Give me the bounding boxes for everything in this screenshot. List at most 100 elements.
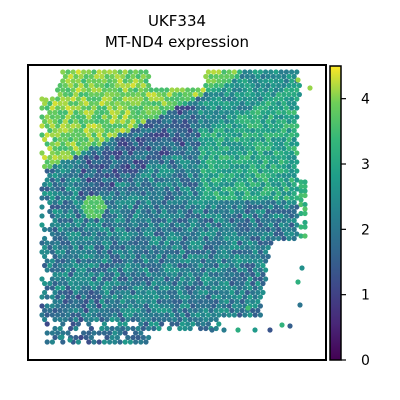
spot xyxy=(91,276,97,282)
spot xyxy=(174,168,180,174)
spot xyxy=(221,132,227,138)
spot xyxy=(237,177,243,183)
spot xyxy=(205,213,211,219)
spot xyxy=(177,289,183,296)
spot xyxy=(114,226,120,233)
spot xyxy=(49,105,56,111)
spot xyxy=(107,123,113,129)
spot xyxy=(208,199,214,206)
spot xyxy=(44,330,50,336)
spot xyxy=(211,150,217,156)
spot xyxy=(62,91,68,98)
spot xyxy=(146,100,152,107)
spot xyxy=(174,303,180,309)
spot xyxy=(57,298,63,305)
spot xyxy=(218,199,224,206)
spot xyxy=(44,240,50,246)
spot xyxy=(112,78,118,84)
spot xyxy=(135,253,141,260)
spot xyxy=(112,204,118,210)
spot xyxy=(83,289,89,296)
spot xyxy=(112,177,118,183)
spot xyxy=(252,240,258,246)
spot xyxy=(289,132,295,138)
spot xyxy=(185,168,191,174)
spot xyxy=(75,321,81,327)
spot xyxy=(268,168,274,174)
spot xyxy=(164,249,170,255)
spot xyxy=(244,172,250,179)
spot xyxy=(120,271,126,278)
spot xyxy=(135,262,141,269)
spot xyxy=(88,244,94,251)
spot xyxy=(172,253,178,260)
spot xyxy=(239,307,245,314)
spot xyxy=(268,231,274,237)
spot xyxy=(148,105,154,111)
spot xyxy=(234,280,240,287)
spot xyxy=(104,307,110,314)
spot xyxy=(127,267,133,273)
spot xyxy=(257,168,263,174)
spot xyxy=(260,217,266,224)
spot xyxy=(198,100,204,107)
spot xyxy=(286,127,292,134)
spot xyxy=(237,231,243,237)
spot xyxy=(91,168,97,174)
spot xyxy=(185,303,191,309)
spot xyxy=(104,262,110,269)
spot xyxy=(195,159,201,165)
spot xyxy=(276,226,282,233)
spot xyxy=(164,168,170,174)
spot xyxy=(120,145,126,152)
spot xyxy=(166,100,172,107)
spot xyxy=(237,87,243,93)
spot xyxy=(127,159,133,165)
spot xyxy=(65,312,71,318)
spot xyxy=(101,285,107,291)
spot xyxy=(39,294,45,300)
spot xyxy=(257,150,263,156)
spot xyxy=(138,141,144,147)
spot xyxy=(101,330,107,336)
spot xyxy=(107,258,113,264)
spot xyxy=(52,235,58,242)
spot xyxy=(257,87,263,93)
spot xyxy=(252,141,258,147)
spot xyxy=(187,307,193,314)
spot xyxy=(250,244,256,251)
spot xyxy=(286,100,292,107)
spot xyxy=(239,109,245,116)
spot xyxy=(70,285,76,291)
spot xyxy=(42,316,48,323)
spot xyxy=(250,163,256,170)
spot xyxy=(221,96,227,102)
spot xyxy=(172,163,178,170)
spot xyxy=(101,114,107,120)
spot xyxy=(57,109,63,116)
spot xyxy=(190,294,196,300)
spot xyxy=(96,195,102,201)
spot xyxy=(278,78,284,84)
spot xyxy=(255,181,261,188)
spot xyxy=(276,127,282,134)
spot xyxy=(112,69,118,75)
spot xyxy=(289,204,295,210)
spot xyxy=(177,271,183,278)
spot xyxy=(107,78,113,84)
spot xyxy=(148,96,154,102)
spot xyxy=(195,177,201,183)
spot xyxy=(122,114,128,120)
spot xyxy=(177,208,183,215)
spot xyxy=(203,208,209,215)
spot xyxy=(47,154,53,161)
spot xyxy=(130,253,136,260)
spot xyxy=(75,132,81,138)
spot xyxy=(73,298,79,305)
spot xyxy=(107,213,113,219)
spot xyxy=(140,109,146,116)
spot xyxy=(161,280,167,287)
spot xyxy=(156,217,162,224)
spot xyxy=(226,276,232,282)
spot xyxy=(252,327,258,333)
